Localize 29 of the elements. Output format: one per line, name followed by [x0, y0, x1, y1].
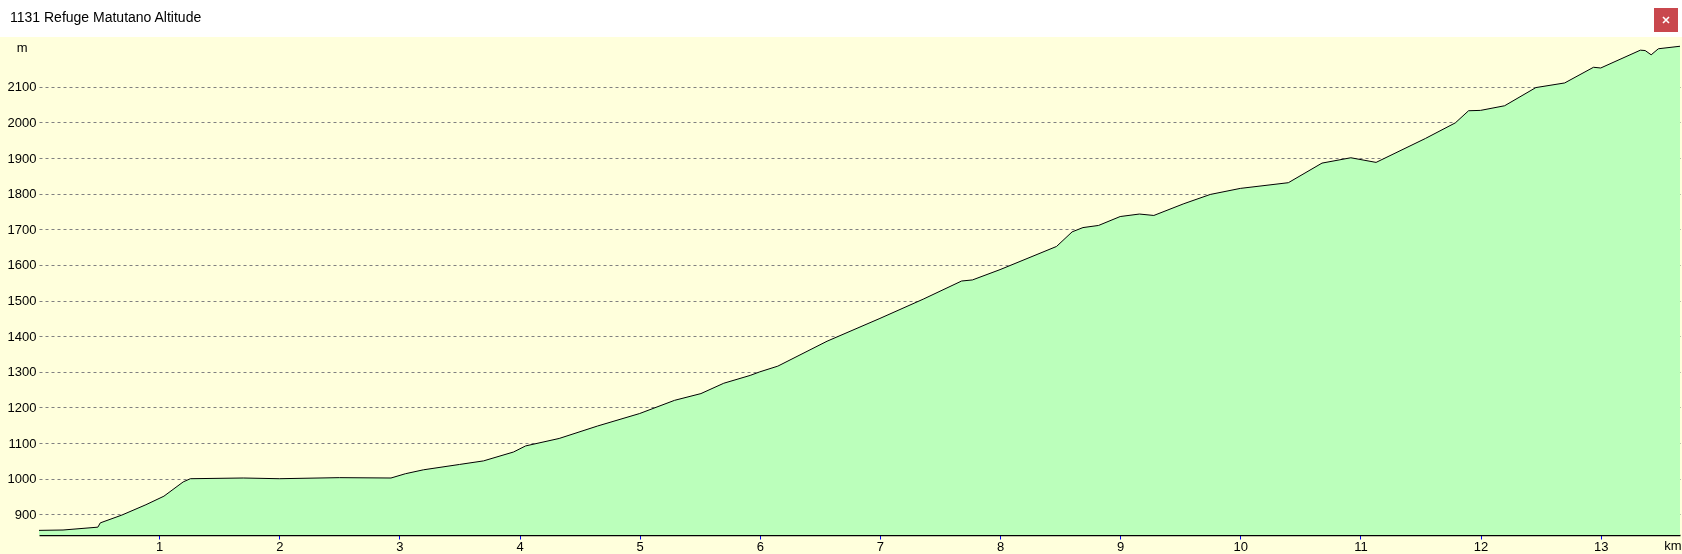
x-tick-label: 9	[1117, 538, 1125, 554]
y-tick-label: 1500	[7, 293, 37, 309]
x-tick-label: 11	[1354, 538, 1368, 554]
x-tick-label: 10	[1233, 538, 1249, 554]
x-tick-label: 2	[276, 538, 284, 554]
y-tick-label: 1000	[7, 471, 37, 487]
y-tick-label: 1400	[7, 328, 37, 344]
y-tick-label: 1900	[7, 150, 37, 166]
x-tick-label: 12	[1473, 538, 1489, 554]
x-tick-label: 3	[396, 538, 404, 554]
y-tick-label: 1700	[7, 221, 37, 237]
x-tick-label: 7	[876, 538, 885, 554]
y-tick-label: 2000	[7, 114, 37, 130]
x-tick-label: 6	[756, 538, 764, 554]
y-tick-label: 1600	[7, 257, 37, 273]
y-tick-label: 900	[14, 506, 37, 522]
x-tick-label: 8	[996, 538, 1005, 554]
y-tick-label: 1100	[8, 435, 37, 451]
x-axis-title: km	[1664, 537, 1682, 553]
y-tick-label: 1800	[7, 186, 37, 202]
y-tick-label: 1200	[7, 399, 37, 415]
x-tick-label: 5	[636, 538, 644, 554]
chart-title: 1131 Refuge Matutano Altitude	[10, 9, 202, 25]
x-tick-label: 4	[516, 538, 524, 554]
y-axis-title: m	[16, 39, 28, 55]
y-tick-label: 2100	[7, 79, 37, 95]
y-tick-label: 1300	[7, 364, 37, 380]
x-tick-label: 13	[1593, 538, 1609, 554]
x-tick-label: 1	[156, 538, 164, 554]
